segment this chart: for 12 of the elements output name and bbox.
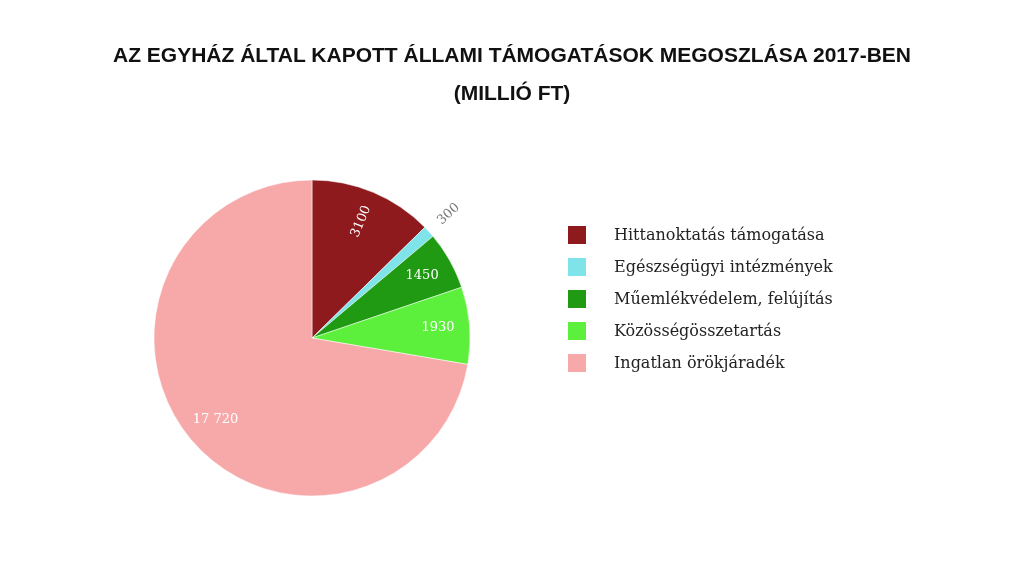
- data-label: 1930: [421, 319, 455, 335]
- legend-label: Egészségügyi intézmények: [614, 256, 833, 276]
- data-label: 300: [433, 199, 463, 228]
- data-label: 1450: [405, 267, 439, 283]
- legend-label: Hittanoktatás támogatása: [614, 224, 826, 244]
- pie-slice: [153, 179, 469, 497]
- data-label: 3100: [346, 202, 374, 240]
- data-label: 17 720: [192, 411, 239, 427]
- legend-label: Közösségösszetartás: [614, 320, 782, 340]
- chart-title: AZ EGYHÁZ ÁLTAL KAPOTT ÁLLAMI TÁMOGATÁSOK MEGOSZLÁSA 2017-BEN (MILLIÓ FT): [113, 43, 911, 104]
- legend-label: Ingatlan örökjáradék: [614, 352, 785, 372]
- legend-label: Műemlékvédelem, felújítás: [614, 288, 833, 308]
